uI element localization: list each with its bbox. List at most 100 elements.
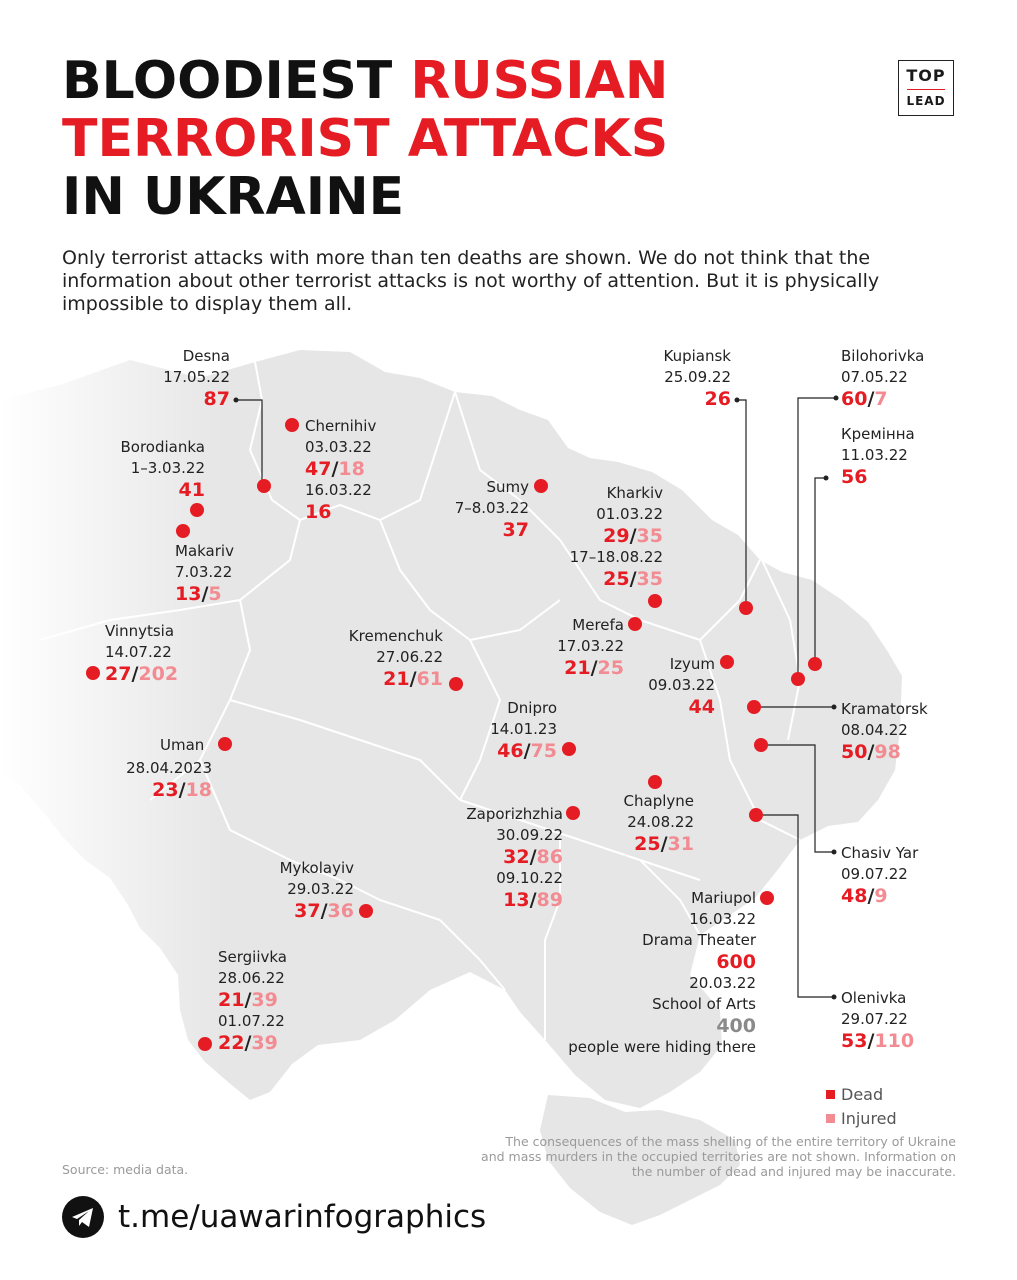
dead-chaplyne: 25 [634, 833, 661, 855]
label-kharkiv: Kharkiv 01.03.22 29/35 17–18.08.22 25/35 [569, 484, 663, 590]
label-mariupol: Mariupol 16.03.22 Drama Theater 600 20.0… [568, 888, 756, 1058]
date2-zaporizhzhia: 09.10.22 [496, 869, 563, 887]
telegram-icon[interactable] [62, 1196, 104, 1238]
label-kremenchuk: Kremenchuk 27.06.22 21/61 [348, 627, 443, 690]
city-uman: Uman [160, 736, 205, 754]
date-chasiv-yar: 09.07.22 [841, 865, 908, 883]
city-mykolayiv: Mykolayiv [279, 859, 354, 877]
dead-merefa: 21 [564, 657, 591, 679]
city-makariv: Makariv [175, 542, 234, 560]
dead-izyum: 44 [688, 696, 715, 718]
dead1-sergiivka: 21 [218, 989, 245, 1011]
legend-dead-label: Dead [841, 1084, 884, 1104]
region-borders [39, 361, 802, 1040]
marker-borodianka [190, 503, 204, 517]
marker-chernihiv [285, 418, 299, 432]
dead-chasiv-yar: 48 [841, 885, 868, 907]
dead-olenivka: 53 [841, 1030, 868, 1052]
marker-kreminna [808, 657, 822, 671]
place1-mariupol: Drama Theater [642, 931, 756, 949]
date-kupiansk: 25.09.22 [664, 368, 731, 386]
telegram-link[interactable]: t.me/uawarinfographics [118, 1199, 487, 1235]
marker-chaplyne [648, 775, 662, 789]
place2-mariupol: School of Arts [652, 995, 756, 1013]
attack-markers [86, 418, 822, 1051]
disclaimer: The consequences of the mass shelling of… [481, 1134, 956, 1179]
city-kupiansk: Kupiansk [663, 347, 732, 365]
title-line2: TERRORIST ATTACKS [62, 109, 669, 169]
label-kupiansk: Kupiansk 25.09.22 26 [664, 346, 732, 410]
label-kreminna: Кремінна 11.03.22 56 [841, 424, 915, 488]
date-kramatorsk: 08.04.22 [841, 721, 908, 739]
date-olenivka: 29.07.22 [841, 1010, 908, 1028]
dead-kramatorsk: 50 [841, 741, 868, 763]
date-mykolayiv: 29.03.22 [287, 880, 354, 898]
marker-makariv [176, 524, 190, 538]
legend-dead-swatch [826, 1089, 835, 1099]
legend-dead: Dead [826, 1082, 897, 1106]
date1-zaporizhzhia: 30.09.22 [496, 826, 563, 844]
label-vinnytsia: Vinnytsia 14.07.22 27/202 [105, 622, 179, 685]
date-bilohorivka: 07.05.22 [841, 368, 908, 386]
label-mykolayiv: Mykolayiv 29.03.22 37/36 [279, 859, 354, 922]
leader-lines [236, 397, 836, 998]
city-vinnytsia: Vinnytsia [105, 622, 175, 640]
legend-injured-swatch [826, 1113, 835, 1123]
injured-mykolayiv: 36 [327, 900, 354, 922]
dead2-sergiivka: 22 [218, 1032, 245, 1054]
marker-merefa [628, 617, 642, 631]
date-kremenchuk: 27.06.22 [376, 648, 443, 666]
injured-uman: 18 [185, 779, 212, 801]
marker-izyum [720, 655, 734, 669]
marker-sumy [534, 479, 548, 493]
marker-kremenchuk [449, 677, 463, 691]
dead2-zaporizhzhia: 13 [503, 889, 530, 911]
injured2-sergiivka: 39 [251, 1032, 278, 1054]
label-uman-details: 28.04.2023 23/18 [126, 759, 212, 801]
legend: Dead Injured [826, 1082, 897, 1130]
injured1-chernihiv: 18 [338, 458, 365, 480]
top-lead-logo: TOP LEAD [898, 60, 954, 116]
logo-top: TOP [906, 66, 946, 85]
injured-chasiv-yar: 9 [874, 885, 888, 907]
dead2-kharkiv: 25 [603, 568, 630, 590]
dead-kreminna: 56 [841, 466, 868, 488]
date-dnipro: 14.01.23 [490, 720, 557, 738]
injured-bilohorivka: 7 [874, 388, 888, 410]
date-vinnytsia: 14.07.22 [105, 643, 172, 661]
injured1-sergiivka: 39 [251, 989, 278, 1011]
dead-sumy: 37 [502, 519, 529, 541]
injured-vinnytsia: 202 [138, 663, 179, 685]
label-izyum: Izyum 09.03.22 44 [648, 654, 715, 718]
title-line1-red: RUSSIAN [410, 51, 669, 111]
label-bilohorivka: Bilohorivka 07.05.22 60/7 [841, 347, 925, 410]
city-olenivka: Olenivka [841, 989, 907, 1007]
injured1-kharkiv: 35 [636, 525, 663, 547]
date2-mariupol: 20.03.22 [689, 974, 756, 992]
injured-kremenchuk: 61 [416, 668, 443, 690]
date1-sergiivka: 28.06.22 [218, 969, 285, 987]
telegram-plane-icon [72, 1208, 93, 1227]
city-chaplyne: Chaplyne [623, 792, 694, 810]
date-makariv: 7.03.22 [175, 563, 233, 581]
marker-mykolayiv [359, 904, 373, 918]
dead-mykolayiv: 37 [294, 900, 321, 922]
marker-kramatorsk [747, 700, 761, 714]
title-line3: IN UKRAINE [62, 167, 405, 227]
label-chernihiv: Chernihiv 03.03.22 47/18 16.03.22 16 [305, 417, 377, 523]
marker-mariupol [760, 891, 774, 905]
count2-mariupol: 400 [716, 1015, 756, 1037]
city-dnipro: Dnipro [507, 699, 557, 717]
label-merefa: Merefa 17.03.22 21/25 [557, 616, 624, 679]
date1-mariupol: 16.03.22 [689, 910, 756, 928]
date-kreminna: 11.03.22 [841, 446, 908, 464]
date2-chernihiv: 16.03.22 [305, 481, 372, 499]
date-merefa: 17.03.22 [557, 637, 624, 655]
injured-dnipro: 75 [530, 740, 557, 762]
intro-text: Only terrorist attacks with more than te… [62, 247, 880, 315]
city-kharkiv: Kharkiv [606, 484, 663, 502]
legend-injured: Injured [826, 1106, 897, 1130]
dead-vinnytsia: 27 [105, 663, 132, 685]
